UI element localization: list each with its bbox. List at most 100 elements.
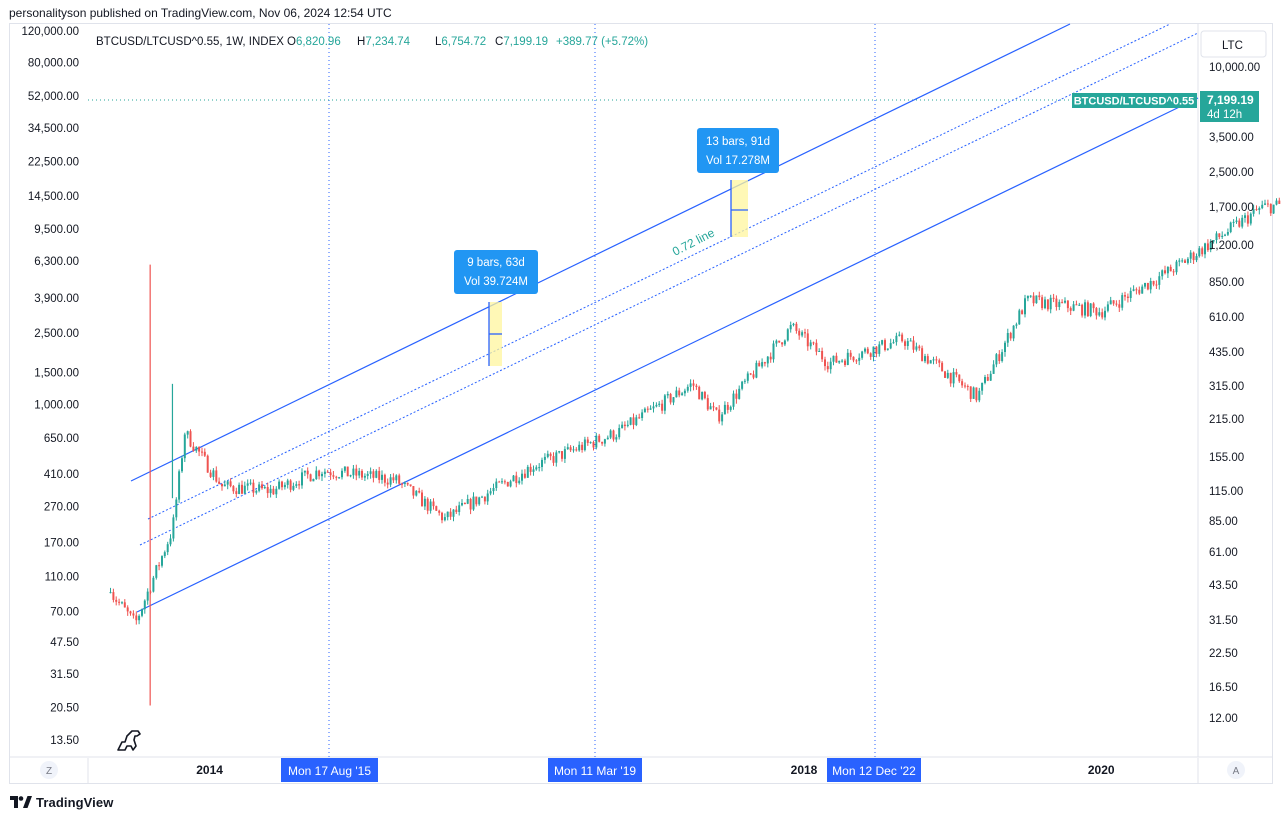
candle-body-142 (515, 475, 518, 484)
candle-body-378 (1189, 252, 1192, 259)
range-measure-2[interactable] (730, 180, 748, 237)
time-axis[interactable]: 201420182020202220242026 (196, 763, 1281, 777)
a-button-bg[interactable] (1227, 761, 1245, 779)
candle-body-305 (981, 382, 984, 391)
legend-l-label: L (435, 36, 442, 48)
candle-body-379 (1192, 252, 1195, 261)
candle-body-266 (869, 353, 872, 357)
candle-body-327 (1044, 299, 1046, 309)
channel-mid-line-2[interactable] (139, 32, 1199, 546)
candle-body-169 (592, 442, 595, 448)
candle-body-382 (1201, 248, 1204, 255)
annotation-box-2-line1: 13 bars, 91d (706, 136, 770, 148)
candle-body-79 (335, 476, 338, 478)
candle-body-210 (709, 406, 712, 410)
candle-body-326 (1041, 297, 1044, 309)
candle-body-258 (846, 352, 849, 365)
candle-body-235 (781, 342, 784, 345)
candle-body-91 (369, 471, 372, 474)
candle-body-128 (475, 496, 478, 505)
candle-body-269 (878, 344, 881, 354)
candle-body-223 (746, 373, 749, 381)
candle-body-155 (552, 456, 555, 463)
candle-body-32 (201, 451, 203, 453)
price-tag-value: 7,199.19 (1207, 93, 1254, 107)
dinosaur-icon[interactable] (117, 730, 141, 751)
left-axis-tick-16: 110.00 (45, 571, 79, 583)
left-axis-tick-9: 2,500.00 (34, 328, 79, 340)
candle-body-219 (735, 393, 738, 399)
candle-body-255 (838, 360, 841, 363)
candle-body-108 (418, 490, 421, 493)
left-axis-tick-18: 47.50 (50, 637, 79, 649)
candle-body-391 (1226, 232, 1229, 235)
candle-body-164 (578, 444, 581, 451)
candle-body-68 (303, 470, 306, 473)
left-axis-tick-12: 650.00 (44, 433, 79, 445)
range-measure-1[interactable] (488, 302, 502, 366)
channel-upper-line[interactable] (130, 23, 1071, 482)
candle-body-211 (712, 406, 715, 408)
candles (109, 197, 1281, 706)
candle-body-383 (1204, 243, 1206, 255)
candle-body-70 (309, 474, 312, 482)
candle-body-112 (429, 501, 432, 511)
tradingview-logo[interactable]: TradingView (10, 793, 113, 811)
left-price-axis[interactable]: 120,000.00 80,000.00 52,000.00 34,500.00 22,… (21, 26, 79, 747)
candle-body-409 (1278, 200, 1281, 204)
annotation-box-2[interactable]: 13 bars, 91d Vol 17.278M (697, 128, 779, 173)
z-button[interactable]: Z (40, 761, 58, 779)
candle-body-127 (472, 496, 475, 510)
candle-body-71 (312, 479, 315, 482)
candle-body-271 (884, 340, 886, 350)
candle-body-22 (172, 517, 175, 539)
left-axis-tick-4: 22,500.00 (28, 157, 79, 169)
right-axis-label-box[interactable] (1200, 30, 1267, 58)
candle-body-335 (1066, 300, 1069, 309)
candle-body-254 (835, 355, 838, 363)
candle-body-285 (924, 356, 926, 362)
candle-body-288 (932, 359, 935, 361)
candle-body-390 (1224, 234, 1226, 236)
candle-body-106 (412, 486, 415, 496)
candle-body-286 (926, 356, 929, 364)
channel-mid-line-1[interactable] (147, 23, 1171, 520)
candle-body-209 (706, 398, 709, 410)
candle-body-341 (1084, 302, 1086, 316)
dinosaur-shape (117, 730, 141, 751)
candle-body-23 (175, 499, 178, 518)
price-tag-countdown: 4d 12h (1207, 109, 1242, 121)
annotation-box-1[interactable]: 9 bars, 63d Vol 39.724M (454, 250, 538, 294)
candle-body-400 (1252, 209, 1255, 214)
right-axis-tick-2: 3,500.00 (1209, 132, 1254, 144)
candle-body-265 (866, 348, 869, 354)
candle-body-239 (792, 323, 795, 326)
candle-body-298 (961, 381, 964, 386)
candle-body-37 (215, 470, 218, 482)
candle-body-75 (323, 471, 326, 474)
candle-body-225 (752, 374, 755, 378)
left-axis-tick-5: 14,500.00 (28, 191, 79, 203)
candle-body-111 (426, 498, 429, 511)
publish-header: personalityson published on TradingView.… (9, 6, 392, 20)
candle-body-330 (1052, 297, 1055, 299)
candle-body-371 (1169, 266, 1172, 272)
z-button-bg[interactable] (40, 761, 58, 779)
channel[interactable] (130, 23, 1199, 613)
candle-body-53 (261, 484, 263, 489)
candle-body-307 (986, 377, 989, 381)
chart-frame[interactable] (9, 23, 1273, 784)
candle-body-213 (718, 409, 721, 422)
channel-lower-line[interactable] (136, 97, 1199, 613)
right-price-axis[interactable]: LTC 10,000.005,000.003,500.002,500.001,7… (1200, 30, 1267, 725)
candle-body-324 (1035, 295, 1038, 304)
candle-body-63 (289, 480, 292, 490)
candle-body-136 (498, 481, 501, 483)
a-button[interactable]: A (1227, 761, 1245, 779)
chart-svg[interactable]: 0.72 line 9 bars, 63d Vol 39.724M 13 bar… (0, 0, 1281, 790)
legend-c-label: C (495, 36, 503, 48)
candle-body-176 (612, 430, 615, 440)
candle-body-277 (901, 334, 904, 342)
candle-body-107 (415, 490, 418, 496)
candle-body-163 (575, 449, 578, 451)
